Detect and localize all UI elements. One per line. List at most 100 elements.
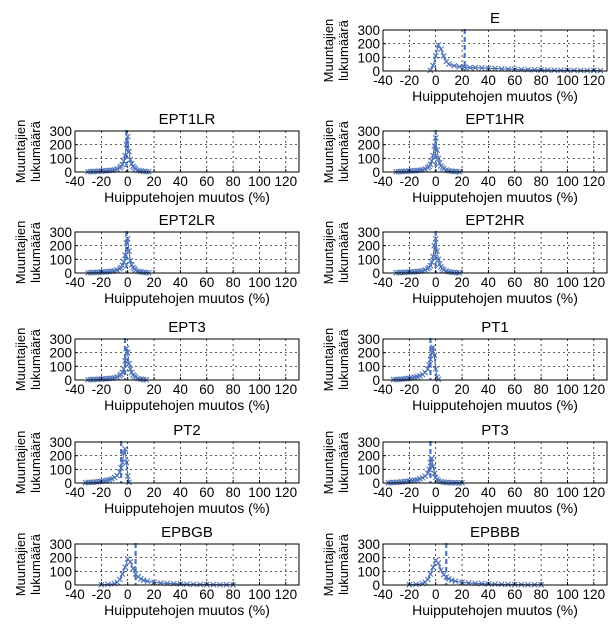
x-tick-label: -20 [92,587,112,602]
x-axis-label: Huipputehojen muutos (%) [104,189,270,205]
x-axis-label: Huipputehojen muutos (%) [104,602,270,618]
data-point [456,63,463,70]
x-tick-label: 80 [534,174,549,189]
data-point [472,64,479,71]
data-point [424,576,431,583]
x-tick-label: 60 [507,485,522,500]
x-tick-label: 0 [124,174,132,189]
data-point [432,52,439,59]
data-point [427,459,434,466]
x-tick-label: 60 [507,587,522,602]
data-point [119,571,126,578]
x-tick-label: 100 [248,587,271,602]
x-tick-label: 20 [147,275,162,290]
subplot-pt3: -40 -20 0 20 40 60 80 100 1200100200300PT3Huippu… [321,422,608,516]
x-tick-label: 80 [534,382,549,397]
data-point [478,65,485,71]
x-tick-label: 20 [455,275,470,290]
subplot-title: E [490,10,500,27]
data-point [557,67,564,74]
x-tick-label: 100 [556,382,579,397]
subplot-title: EPBGB [161,524,213,541]
subplot-title: EPT3 [168,319,206,336]
x-axis-label: Huipputehojen muutos (%) [412,189,578,205]
x-tick-label: -40 [65,382,85,397]
y-tick-label: 0 [372,476,380,491]
x-tick-label: 40 [173,587,188,602]
x-tick-label: 60 [199,587,214,602]
x-tick-label: 0 [124,587,132,602]
data-point [584,67,591,74]
x-tick-label: 0 [124,275,132,290]
y-axis-label: Muuntajien [13,221,28,285]
y-tick-label: 0 [372,266,380,281]
x-tick-label: 120 [275,485,298,500]
y-tick-label: 300 [49,537,72,552]
y-tick-label: 200 [357,37,380,52]
x-tick-label: 60 [199,174,214,189]
y-tick-label: 200 [49,551,72,566]
x-axis-label: Huipputehojen muutos (%) [412,290,578,306]
x-tick-label: 80 [226,275,241,290]
data-point [127,366,134,373]
x-tick-label: 120 [275,382,298,397]
y-tick-label: 100 [49,151,72,166]
data-point [427,161,434,168]
x-tick-label: 0 [432,587,440,602]
y-tick-label: 0 [372,64,380,79]
x-tick-label: 120 [275,174,298,189]
x-tick-label: 80 [226,485,241,500]
x-tick-label: 40 [173,485,188,500]
y-tick-label: 0 [64,266,72,281]
x-axis-label: Huipputehojen muutos (%) [412,500,578,516]
x-tick-label: -20 [400,174,420,189]
x-tick-label: -40 [373,73,393,88]
x-tick-label: 0 [432,275,440,290]
subplot-ept2lr: -40 -20 0 20 40 60 80 100 1200100200300EPT2LRHui… [13,212,300,306]
subplot-ept2hr: -40 -20 0 20 40 60 80 100 1200100200300EPT2HRHui… [321,212,608,306]
x-tick-label: 100 [248,174,271,189]
data-point [122,357,129,364]
x-tick-label: -20 [92,485,112,500]
axes-box [382,543,608,586]
x-tick-label: 100 [556,174,579,189]
data-point [492,581,498,588]
y-tick-label: 0 [372,165,380,180]
subplot-ept1lr: -40 -20 0 20 40 60 80 100 1200100200300EPT1LRHui… [13,111,300,205]
y-tick-label: 100 [357,252,380,267]
x-tick-label: -40 [373,275,393,290]
x-tick-label: 40 [173,382,188,397]
x-tick-label: 0 [432,73,440,88]
subplot-e: -40 -20 0 20 40 60 80 100 1200100200300EHuippute… [321,10,608,104]
y-axis-label: Muuntajien [321,221,336,285]
x-axis-label: Huipputehojen muutos (%) [412,397,578,413]
x-tick-label: 80 [226,174,241,189]
x-tick-label: -40 [65,174,85,189]
y-tick-label: 0 [372,373,380,388]
x-tick-label: -40 [65,275,85,290]
x-tick-label: 40 [481,275,496,290]
y-tick-label: 300 [49,332,72,347]
y-tick-label: 300 [49,124,72,139]
y-tick-label: 0 [64,578,72,593]
y-tick-label: 100 [357,151,380,166]
subplot-title: EPT1LR [159,111,216,128]
x-tick-label: 40 [481,73,496,88]
x-tick-label: 60 [507,382,522,397]
axes-box [74,231,300,274]
axes-box [74,130,300,173]
y-tick-label: 200 [49,449,72,464]
data-point [437,46,444,53]
x-tick-label: -20 [400,275,420,290]
data-point [126,360,133,367]
data-point [435,560,442,567]
y-axis-label: Muuntajien [321,19,336,83]
data-point [412,581,419,588]
axes-box [74,338,300,381]
x-tick-label: -20 [400,73,420,88]
x-tick-label: 60 [199,275,214,290]
x-tick-label: -20 [400,485,420,500]
subplot-title: PT1 [481,319,509,336]
data-point [428,158,435,165]
data-point [190,581,197,588]
